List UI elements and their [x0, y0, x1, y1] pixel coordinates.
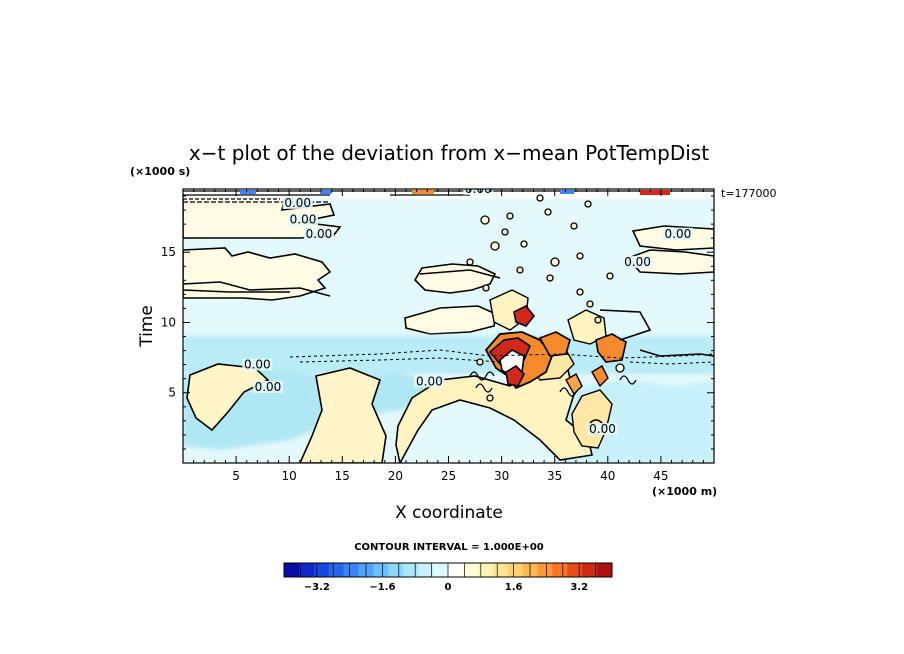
contour-label-bg — [463, 189, 494, 195]
contour-label: 0.00 — [589, 422, 616, 436]
yellow-region — [299, 367, 387, 463]
colorbar-swatch — [448, 563, 464, 577]
colorbar-swatch — [597, 563, 613, 577]
top-color-fleck — [240, 190, 256, 194]
colorbar-swatch — [284, 563, 300, 577]
contour-labels: 0.000.000.00 0.000.000.000.00 0.000.000.00 — [242, 182, 693, 436]
contour-label: 0.00 — [255, 380, 282, 394]
contour-label: 0.00 — [465, 182, 492, 196]
colorbar-swatch — [433, 563, 449, 577]
red-region — [513, 304, 536, 327]
contour-label-bg — [282, 196, 313, 209]
contour-label-bg — [622, 255, 653, 268]
colorbar-swatch — [552, 563, 568, 577]
colorbar-swatch — [388, 563, 404, 577]
colorbar-swatch — [477, 563, 494, 577]
top-color-fleck — [320, 190, 332, 194]
top-color-fleck — [560, 190, 574, 194]
chart-title: x−t plot of the deviation from x−mean Po… — [189, 141, 709, 165]
x-tick-label: 20 — [388, 469, 403, 483]
top-color-fleck — [640, 190, 670, 195]
contour-label: 0.00 — [665, 227, 692, 241]
colorbar-swatch — [343, 563, 359, 577]
colorbar-frame — [283, 562, 613, 578]
contour-label-bg — [252, 380, 283, 393]
contour-label: 0.00 — [284, 196, 311, 210]
cream-region — [183, 247, 332, 301]
y-tick-label: 5 — [168, 386, 176, 400]
contour-label: 0.00 — [624, 255, 651, 269]
contour-label: 0.00 — [290, 213, 317, 227]
contour-label: 0.00 — [306, 227, 333, 241]
colorbar-swatch — [418, 563, 434, 577]
contour-label-bg — [288, 213, 319, 226]
orange-region — [565, 373, 583, 396]
colorbar-tick-label: 0 — [445, 582, 452, 593]
x-axis-title: X coordinate — [395, 503, 503, 523]
y-axis-title: Time — [137, 305, 157, 348]
dashed-contours — [289, 349, 714, 365]
colorbar-swatch — [492, 563, 508, 577]
colorbar-swatch — [373, 563, 389, 577]
colorbar-tick-label: −3.2 — [304, 582, 330, 593]
colorbar-swatch — [567, 563, 583, 577]
x-tick-label: 5 — [232, 469, 240, 483]
x-tick-label: 45 — [653, 469, 668, 483]
x-tick-label: 30 — [494, 469, 509, 483]
contour-label-bg — [587, 423, 618, 436]
colorbar-swatch — [313, 563, 330, 577]
x-unit-label: (×1000 m) — [652, 485, 717, 498]
time-annotation: t=177000 — [721, 187, 777, 200]
colorbar-swatch — [462, 563, 479, 577]
contour-label-bg — [303, 227, 334, 240]
red-region — [505, 364, 525, 387]
contour-label: 0.00 — [416, 374, 443, 388]
scattered-cells — [466, 194, 625, 402]
thin-contours — [183, 269, 714, 357]
x-tick-label: 10 — [282, 469, 297, 483]
colorbar: −3.2 −1.6 0 1.6 3.2 — [283, 562, 613, 593]
orange-region — [538, 331, 571, 357]
contour-label-bg — [414, 375, 445, 388]
y-tick-label: 10 — [161, 315, 176, 329]
colorbar-swatch — [328, 563, 344, 577]
contour-label-bg — [662, 227, 693, 240]
colorbar-swatch — [403, 563, 419, 577]
orange-region — [595, 333, 627, 363]
contour-label: 0.00 — [244, 357, 271, 371]
colorbar-swatch — [507, 563, 523, 577]
x-tick-label: 25 — [441, 469, 456, 483]
x-axis: 5 10 15 20 25 30 35 40 45 — [193, 189, 704, 483]
cream-region — [404, 305, 497, 335]
contour-label-bg — [242, 358, 273, 371]
colorbar-tick-label: 3.2 — [570, 582, 588, 593]
x-tick-label: 35 — [547, 469, 562, 483]
wavy-contours — [469, 371, 637, 397]
contour-interval-text: CONTOUR INTERVAL = 1.000E+00 — [354, 542, 544, 553]
colorbar-tick-label: −1.6 — [369, 582, 395, 593]
colorbar-swatch — [537, 563, 553, 577]
y-axis: 5 10 15 — [161, 195, 714, 450]
yellow-region — [186, 363, 270, 432]
x-tick-label: 40 — [600, 469, 615, 483]
orange-region — [591, 365, 609, 388]
colorbar-tick-label: 1.6 — [505, 582, 523, 593]
y-tick-label: 15 — [161, 245, 176, 259]
x-tick-label: 15 — [335, 469, 350, 483]
y-unit-label: (×1000 s) — [130, 165, 190, 178]
colorbar-swatch — [298, 563, 315, 577]
plot-area: 0.000.000.00 0.000.000.000.00 0.000.000.00 — [183, 182, 714, 463]
top-color-fleck — [412, 190, 434, 194]
colorbar-swatch — [582, 563, 598, 577]
